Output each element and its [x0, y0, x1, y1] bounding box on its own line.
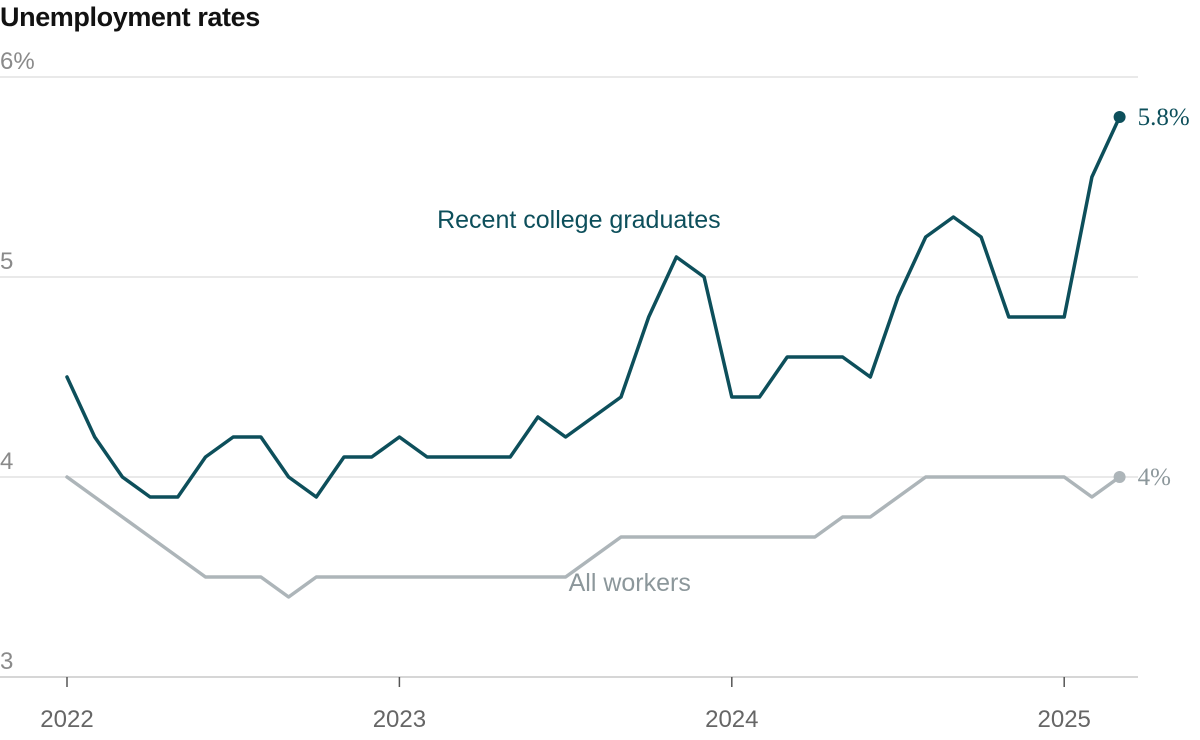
recent-college-graduates-end-label: 5.8%	[1138, 104, 1190, 131]
y-tick-label: 3	[0, 648, 13, 675]
series	[65, 111, 1126, 599]
x-tick-label: 2024	[705, 706, 758, 733]
all-workers-label: All workers	[569, 569, 691, 597]
chart-title: Unemployment rates	[0, 2, 260, 32]
recent-college-graduates-line	[65, 115, 1122, 499]
y-axis: 6% 5 4 3	[0, 48, 35, 675]
all-workers-end-label: 4%	[1138, 464, 1171, 491]
series-labels: 4% 5.8% Recent college graduates All worker…	[437, 104, 1190, 597]
x-tick-label: 2025	[1038, 706, 1091, 733]
y-tick-label: 6%	[0, 48, 35, 75]
x-axis: 2022 2023 2024 2025	[40, 677, 1091, 733]
x-tick-label: 2023	[373, 706, 426, 733]
all-workers-end-point	[1113, 471, 1126, 483]
y-tick-label: 5	[0, 248, 13, 275]
y-tick-label: 4	[0, 448, 13, 475]
all-workers-line	[65, 475, 1122, 599]
recent-college-graduates-label: Recent college graduates	[437, 206, 721, 234]
x-tick-label: 2022	[40, 706, 93, 733]
recent-college-graduates-end-point	[1113, 111, 1126, 123]
